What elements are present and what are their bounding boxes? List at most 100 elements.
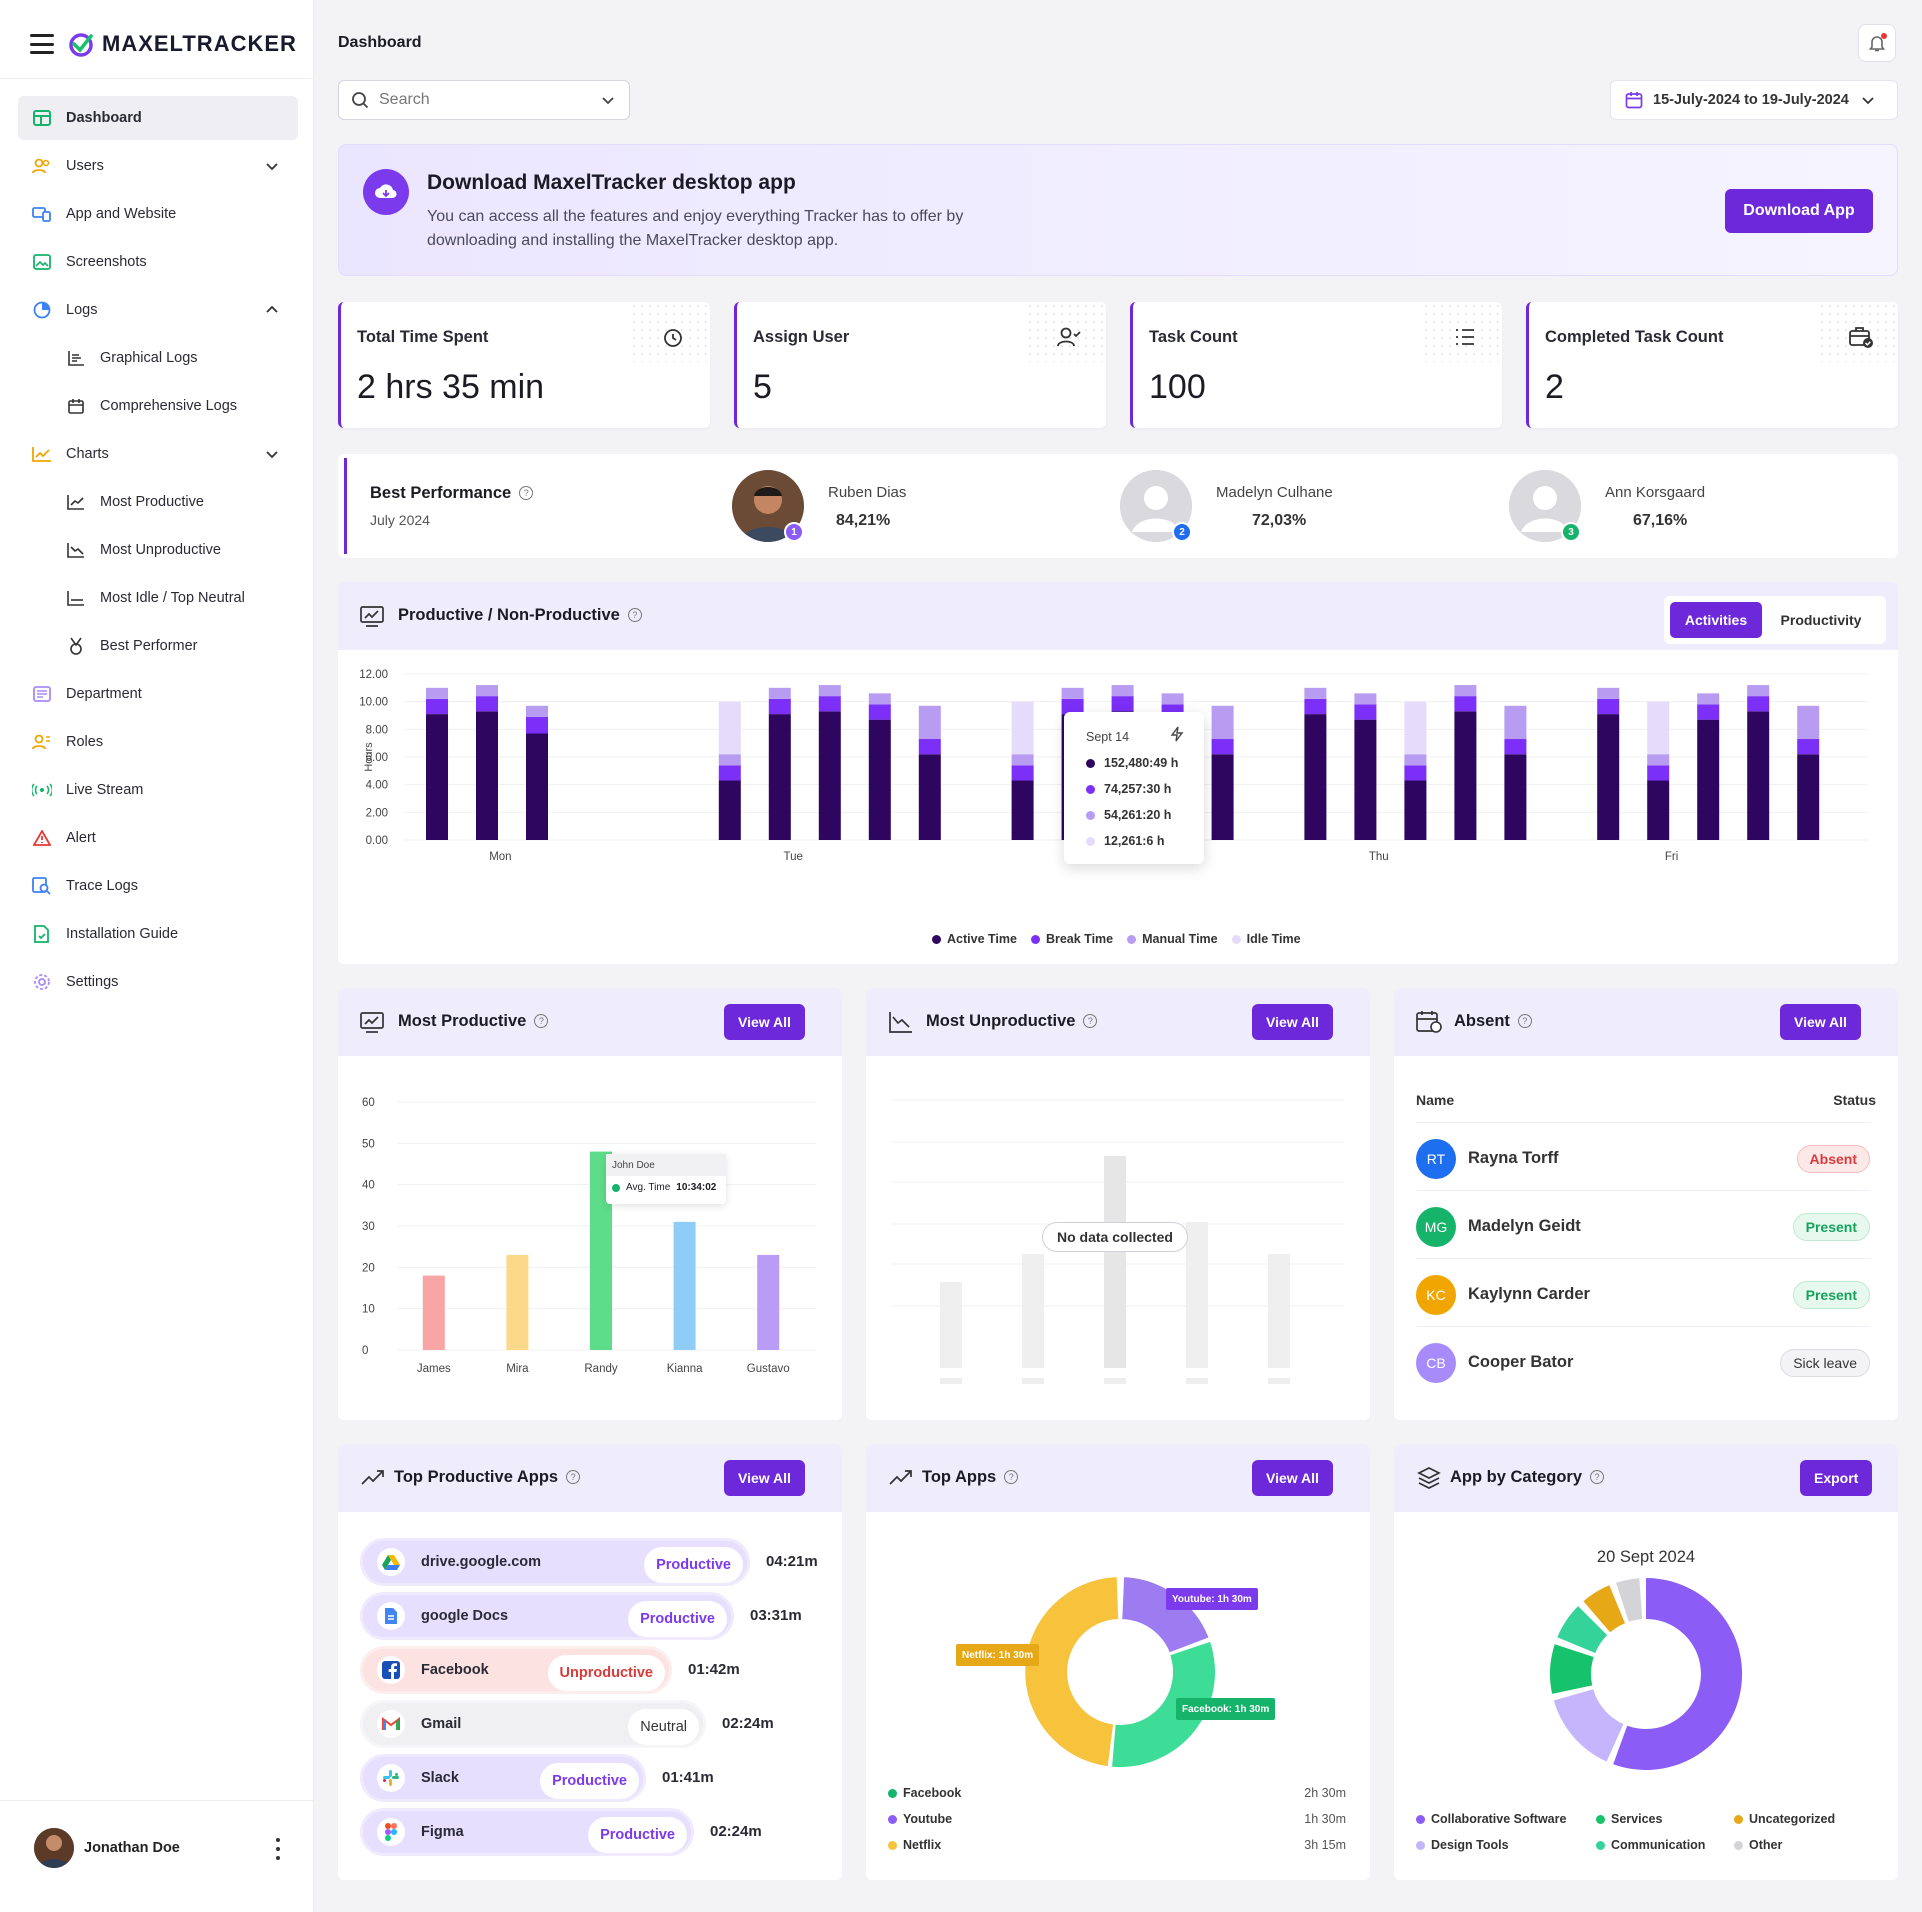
bar-segment-break-time [1504, 739, 1527, 755]
x-tick-label: Kianna [667, 1363, 703, 1375]
view-tabs: Activities Productivity [1664, 596, 1886, 644]
view-all-button[interactable]: View All [1252, 1460, 1333, 1496]
bar-segment-break-time [1111, 696, 1134, 712]
sidebar-item-most-unproductive[interactable]: Most Unproductive [18, 528, 298, 572]
cloud-download-icon [363, 169, 409, 215]
bar-segment-manual-time [526, 705, 548, 717]
bar-segment-manual-time [476, 685, 498, 697]
sidebar-item-label: Settings [66, 974, 119, 990]
help-icon[interactable]: ? [519, 486, 534, 500]
chart-title: 20 Sept 2024 [1596, 1548, 1696, 1566]
sidebar-item-most-idle[interactable]: Most Idle / Top Neutral [18, 576, 298, 620]
sidebar-item-alert[interactable]: Alert [18, 816, 298, 860]
help-icon[interactable]: ? [1517, 1014, 1532, 1028]
sidebar-item-label: Graphical Logs [100, 350, 198, 366]
sidebar-item-installation-guide[interactable]: Installation Guide [18, 912, 298, 956]
panel-title: Top Apps? [922, 1468, 1019, 1487]
sidebar-item-logs[interactable]: Logs [18, 288, 298, 332]
sidebar-item-screenshots[interactable]: Screenshots [18, 240, 298, 284]
bar-segment-break-time [526, 716, 548, 734]
help-icon[interactable]: ? [1004, 1470, 1019, 1484]
view-all-button[interactable]: View All [1780, 1004, 1861, 1040]
notification-dot [1881, 33, 1887, 39]
sidebar-item-settings[interactable]: Settings [18, 960, 298, 1004]
chevron-down-icon [266, 163, 278, 171]
bar-segment-active-time [1504, 754, 1527, 840]
y-tick-label: 0 [362, 1345, 368, 1357]
sidebar-item-live-stream[interactable]: Live Stream [18, 768, 298, 812]
table-row[interactable]: CB Cooper Bator Sick leave [1416, 1327, 1870, 1395]
sidebar-item-trace-logs[interactable]: Trace Logs [18, 864, 298, 908]
slack-icon [377, 1764, 405, 1792]
slice-label-netflix: Netflix: 1h 30m [956, 1644, 1040, 1666]
sidebar-item-dashboard[interactable]: Dashboard [18, 96, 298, 140]
donut-slice-collaborative [1613, 1578, 1743, 1770]
sidebar-item-label: App and Website [66, 206, 177, 222]
export-button[interactable]: Export [1800, 1460, 1873, 1496]
more-options-icon[interactable] [276, 1838, 282, 1860]
panel-title: Most Unproductive? [926, 1012, 1098, 1031]
help-icon[interactable]: ? [534, 1014, 549, 1028]
help-icon[interactable]: ? [1083, 1014, 1098, 1028]
y-tick-label: 0.00 [366, 835, 388, 847]
stat-card-task-count: Task Count 100 [1130, 302, 1502, 428]
bar-segment-break-time [1454, 696, 1477, 712]
sidebar-item-app-website[interactable]: App and Website [18, 192, 298, 236]
help-icon[interactable]: ? [1590, 1470, 1605, 1484]
x-tick-label: James [417, 1363, 451, 1375]
app-time: 02:24m [722, 1715, 774, 1732]
tab-productivity[interactable]: Productivity [1780, 612, 1862, 628]
installation-guide-icon [32, 924, 52, 944]
bar-segment-manual-time [1797, 705, 1820, 740]
app-website-icon [32, 204, 52, 224]
date-range-picker[interactable]: 15-July-2024 to 19-July-2024 [1610, 80, 1898, 120]
bar-segment-manual-time [818, 685, 841, 697]
sidebar-item-charts[interactable]: Charts [18, 432, 298, 476]
view-all-button[interactable]: View All [724, 1004, 805, 1040]
table-row[interactable]: MG Madelyn Geidt Present [1416, 1191, 1870, 1259]
download-app-button[interactable]: Download App [1725, 189, 1873, 233]
menu-icon[interactable] [30, 34, 54, 54]
top-apps-donut-chart [1025, 1577, 1216, 1768]
bar-segment-break-time [1404, 765, 1427, 781]
table-row[interactable]: KC Kaylynn Carder Present [1416, 1259, 1870, 1327]
sidebar-item-graphical-logs[interactable]: Graphical Logs [18, 336, 298, 380]
legend-item: Idle Time [1231, 932, 1301, 946]
help-icon[interactable]: ? [627, 608, 642, 622]
x-tick-label: Mira [506, 1363, 529, 1375]
sidebar-item-users[interactable]: Users [18, 144, 298, 188]
table-row[interactable]: RT Rayna Torff Absent [1416, 1123, 1870, 1191]
view-all-button[interactable]: View All [1252, 1004, 1333, 1040]
gmail-icon [377, 1710, 405, 1738]
tab-activities[interactable]: Activities [1670, 602, 1762, 638]
bar-segment-active-time [768, 714, 791, 840]
notification-button[interactable] [1858, 24, 1896, 62]
donut-slice-communication [1557, 1606, 1608, 1653]
view-all-button[interactable]: View All [724, 1460, 805, 1496]
users-icon [32, 156, 52, 176]
stat-label: Completed Task Count [1545, 328, 1724, 346]
sidebar-item-most-productive[interactable]: Most Productive [18, 480, 298, 524]
sidebar-item-best-performer[interactable]: Best Performer [18, 624, 298, 668]
bar-segment-manual-time [868, 693, 891, 705]
bar-segment-break-time [1697, 704, 1720, 720]
legend-item: Active Time [932, 932, 1017, 946]
search-input[interactable]: Search [338, 80, 630, 120]
legend-item: Break Time [1030, 932, 1113, 946]
bar-segment-active-time [1011, 780, 1034, 840]
sidebar-item-comprehensive-logs[interactable]: Comprehensive Logs [18, 384, 298, 428]
help-icon[interactable]: ? [566, 1470, 581, 1484]
trend-up-icon [66, 492, 86, 512]
bar-segment-active-time [1647, 780, 1670, 840]
logs-icon [32, 300, 52, 320]
sidebar-item-department[interactable]: Department [18, 672, 298, 716]
layers-icon [1417, 1467, 1441, 1489]
app-tag: Productive [644, 1547, 743, 1583]
employee-name: Cooper Bator [1468, 1353, 1574, 1371]
bar-segment-manual-time [718, 754, 741, 766]
user-profile[interactable]: Jonathan Doe [34, 1828, 180, 1868]
bar-segment-idle-time [1404, 701, 1427, 755]
initials-avatar: MG [1416, 1207, 1456, 1247]
sidebar-item-roles[interactable]: Roles [18, 720, 298, 764]
bar-segment-manual-time [918, 705, 941, 740]
